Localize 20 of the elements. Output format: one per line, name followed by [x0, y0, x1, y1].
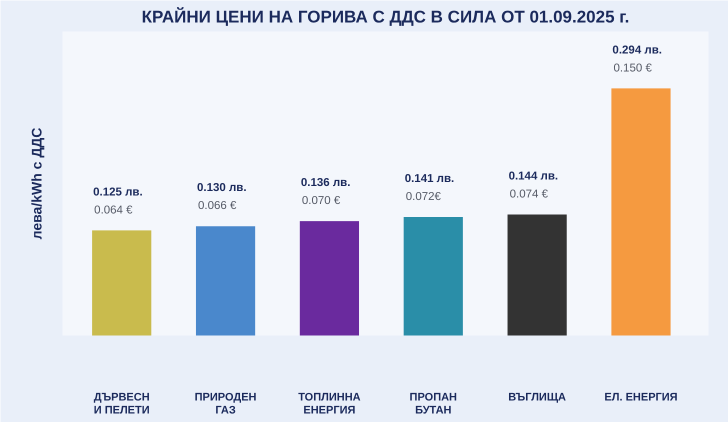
x-tick-label: ПРОПАН БУТАН — [410, 392, 458, 417]
chart-title: КРАЙНИ ЦЕНИ НА ГОРИВА С ДДС В СИЛА ОТ 01.09.2025 г. — [142, 6, 630, 26]
y-axis-title: лева/kWh с ДДС — [28, 128, 44, 240]
data-label: 0.294 лв. 0.150 € — [612, 44, 662, 74]
x-tick-label: ДЪРВЕСН И ПЕЛЕТИ — [94, 392, 150, 417]
x-tick-label: ТОПЛИННА ЕНЕРГИЯ — [298, 392, 361, 417]
bar — [196, 226, 256, 336]
bar — [92, 230, 152, 336]
bar — [611, 88, 671, 336]
bar — [508, 214, 567, 336]
x-tick-label: ВЪГЛИЩА — [508, 392, 566, 404]
data-label: 0.141 лв. 0.072€ — [404, 172, 454, 203]
data-label: 0.136 лв. 0.070 € — [300, 177, 350, 208]
data-label: 0.130 лв. 0.066 € — [196, 182, 247, 212]
x-tick-label: ЕЛ. ЕНЕРГИЯ — [604, 392, 678, 404]
x-tick-label: ПРИРОДЕН ГАЗ — [194, 392, 257, 417]
bar — [404, 216, 463, 336]
data-label: 0.125 лв. 0.064 € — [93, 186, 143, 216]
bar — [300, 221, 360, 336]
data-label: 0.144 лв. 0.074 € — [508, 170, 558, 200]
